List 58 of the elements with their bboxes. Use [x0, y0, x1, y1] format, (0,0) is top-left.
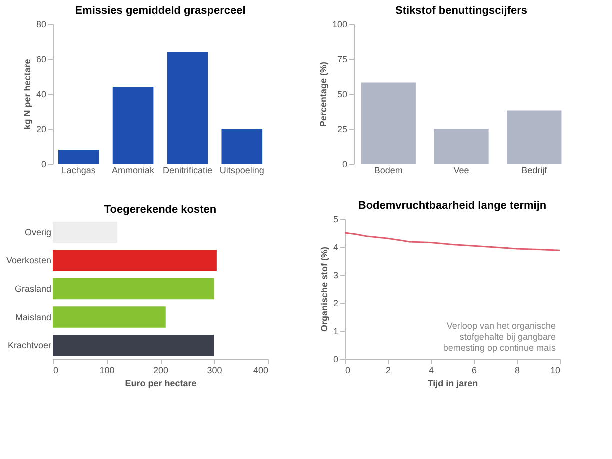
chart-title: Toegerekende kosten	[104, 204, 217, 216]
y-tick-label: Voerkosten	[6, 256, 52, 266]
y-tick-label: 2	[333, 298, 338, 308]
y-tick-label: Maisland	[15, 312, 52, 322]
y-axis-title: Organische stof (%)	[319, 246, 330, 332]
x-tick-label: 6	[472, 366, 478, 376]
y-tick-label: 4	[333, 242, 338, 252]
y-tick-label: 60	[36, 54, 46, 64]
bar	[361, 82, 416, 164]
x-tick-label: Ammoniak	[112, 166, 156, 176]
y-tick-label: 40	[36, 90, 46, 100]
y-tick-label: 50	[337, 90, 348, 100]
x-tick-label: Bodem	[374, 166, 403, 176]
bar	[58, 150, 100, 164]
bar	[434, 129, 489, 164]
y-tick-label: Krachtvoer	[8, 340, 52, 351]
bar	[167, 52, 208, 164]
y-tick-label: 5	[333, 214, 338, 224]
bar	[53, 334, 214, 356]
bar	[53, 278, 214, 300]
x-tick-label: Lachgas	[62, 166, 96, 176]
bar	[112, 87, 154, 164]
y-tick-label: 20	[36, 124, 46, 134]
chart-title: Stikstof benuttingscijfers	[395, 5, 528, 17]
bar	[222, 129, 263, 164]
bar	[53, 250, 217, 272]
y-tick-label: 25	[337, 124, 348, 134]
y-tick-label: Grasland	[14, 284, 52, 294]
y-axis-title: kg N per hectare	[22, 59, 32, 130]
x-tick-label: Denitrificatie	[162, 166, 212, 176]
x-tick-label: 200	[153, 366, 169, 376]
x-tick-label: 10	[550, 366, 560, 376]
x-tick-label: 400	[253, 366, 268, 376]
x-axis-title: Euro per hectare	[125, 378, 197, 388]
x-tick-label: Uitspoeling	[220, 166, 264, 176]
x-axis-title: Tijd in jaren	[428, 378, 478, 388]
x-tick-label: 2	[386, 366, 392, 376]
x-tick-label: 0	[54, 366, 59, 376]
x-tick-label: 8	[514, 366, 520, 376]
y-tick-label: 100	[332, 20, 348, 30]
bar	[507, 110, 562, 164]
x-tick-label: Bedrijf	[522, 166, 548, 176]
chart-title: Emissies gemiddeld grasperceel	[75, 5, 246, 17]
y-tick-label: 0	[333, 354, 338, 364]
y-axis-title: Percentage (%)	[318, 62, 328, 128]
bar	[53, 306, 166, 328]
x-tick-label: 4	[428, 366, 434, 376]
chart-title: Bodemvruchtbaarheid lange termijn	[358, 200, 547, 212]
x-tick-label: 100	[100, 366, 115, 376]
x-tick-label: Vee	[454, 166, 470, 176]
y-tick-label: 3	[333, 270, 338, 280]
y-tick-label: 75	[337, 54, 348, 64]
x-tick-label: 300	[207, 366, 222, 376]
line-series	[344, 232, 561, 252]
y-tick-label: 1	[333, 326, 338, 336]
annotation: Verloop van het organische stofgehalte bij gangbare bemesting op continue maïs	[443, 321, 556, 353]
y-tick-label: 80	[36, 20, 46, 30]
y-tick-label: Overig	[24, 227, 52, 238]
